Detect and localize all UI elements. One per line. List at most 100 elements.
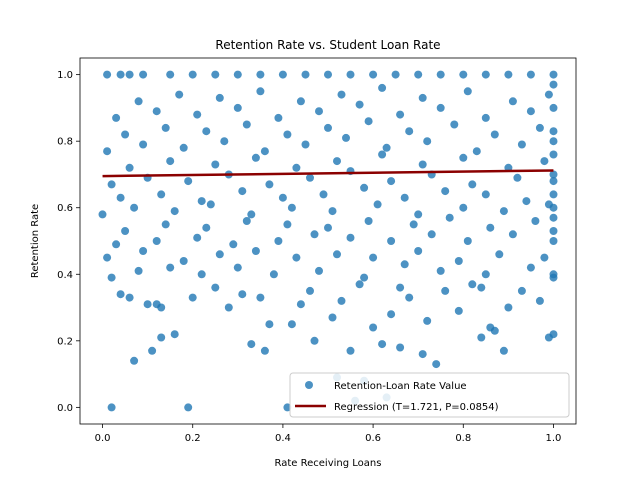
scatter-point [125,70,134,79]
scatter-point [427,230,436,239]
scatter-point [549,177,558,186]
scatter-point [414,247,423,255]
scatter-point [306,286,314,295]
scatter-point [364,117,373,126]
scatter-point [103,253,112,262]
scatter-point [459,70,468,79]
regression-line-group [102,169,554,178]
scatter-point [98,210,107,219]
scatter-point [287,203,296,212]
scatter-point [161,123,170,132]
scatter-point [481,113,490,122]
scatter-point [369,323,378,332]
scatter-point [233,70,242,79]
scatter-point [432,360,441,369]
scatter-point [342,133,350,142]
scatter-point [103,147,112,156]
scatter-point [260,147,269,156]
scatter-point [378,150,387,159]
scatter-point [495,250,504,259]
scatter-point [112,113,121,122]
scatter-point [251,153,260,162]
y-tick-label: 0.2 [57,336,73,347]
scatter-point [296,300,305,309]
scatter-point [549,237,558,245]
scatter-point [481,190,490,199]
legend-line-label: Regression (T=1.721, P=0.0854) [334,402,499,413]
scatter-point [396,110,405,119]
scatter-point [251,247,260,255]
scatter-point [418,160,427,169]
scatter-point [265,320,274,329]
scatter-point [337,296,346,305]
y-tick-label: 0.4 [57,270,73,281]
x-tick-label: 1.0 [546,433,562,444]
scatter-point [242,217,251,225]
scatter-point [378,340,387,349]
scatter-point [233,263,242,272]
scatter-point [184,177,193,186]
scatter-point [315,266,323,275]
scatter-point [215,93,224,102]
x-axis-ticks: 0.0 0.2 0.4 0.6 0.8 1.0 [95,424,562,444]
scatter-point [360,273,369,282]
scatter-point [278,70,287,79]
scatter-point [175,90,184,99]
scatter-point [486,223,495,232]
scatter-point [549,103,558,112]
scatter-point [526,70,535,79]
scatter-point [310,230,319,239]
scatter-point [472,147,481,156]
scatter-point [549,150,558,159]
scatter-point [292,253,301,262]
scatter-point [549,70,558,79]
y-tick-label: 0.8 [57,137,73,148]
scatter-point [549,203,558,212]
scatter-point [535,296,544,305]
scatter-point [549,213,558,222]
scatter-point [179,143,188,152]
scatter-point [179,257,188,265]
scatter-point [526,263,535,272]
scatter-point [333,250,341,259]
scatter-point [139,140,148,149]
scatter-point [405,127,414,136]
legend-scatter-marker [305,381,313,389]
scatter-point [301,70,310,79]
scatter-point [274,237,283,245]
scatter-point [378,83,387,92]
y-tick-label: 0.0 [57,403,73,414]
scatter-point [269,270,278,279]
regression-line [102,169,554,178]
scatter-point [324,223,332,232]
scatter-point [504,303,513,312]
scatter-point [522,197,531,206]
scatter-point [170,330,179,339]
scatter-point [396,283,405,292]
scatter-point [499,207,508,216]
scatter-point [468,280,477,289]
chart-title: Retention Rate vs. Student Loan Rate [215,38,440,52]
scatter-point [418,350,427,359]
scatter-point [319,190,328,199]
scatter-point [387,310,396,319]
scatter-point [508,97,517,106]
scatter-point [157,333,166,342]
scatter-point [152,237,161,245]
scatter-point [112,240,121,249]
scatter-point [283,220,292,229]
scatter-point [517,286,526,295]
scatter-point [324,123,332,132]
scatter-point [247,210,256,219]
scatter-point [256,293,265,302]
scatter-point [423,137,432,146]
scatter-point [535,123,544,132]
scatter-point [549,127,558,136]
scatter-point [337,90,346,99]
scatter-point [436,103,445,112]
scatter-point [238,187,247,196]
scatter-point [409,220,418,229]
scatter-point [296,97,305,106]
scatter-point [107,180,116,189]
scatter-point [306,173,314,182]
